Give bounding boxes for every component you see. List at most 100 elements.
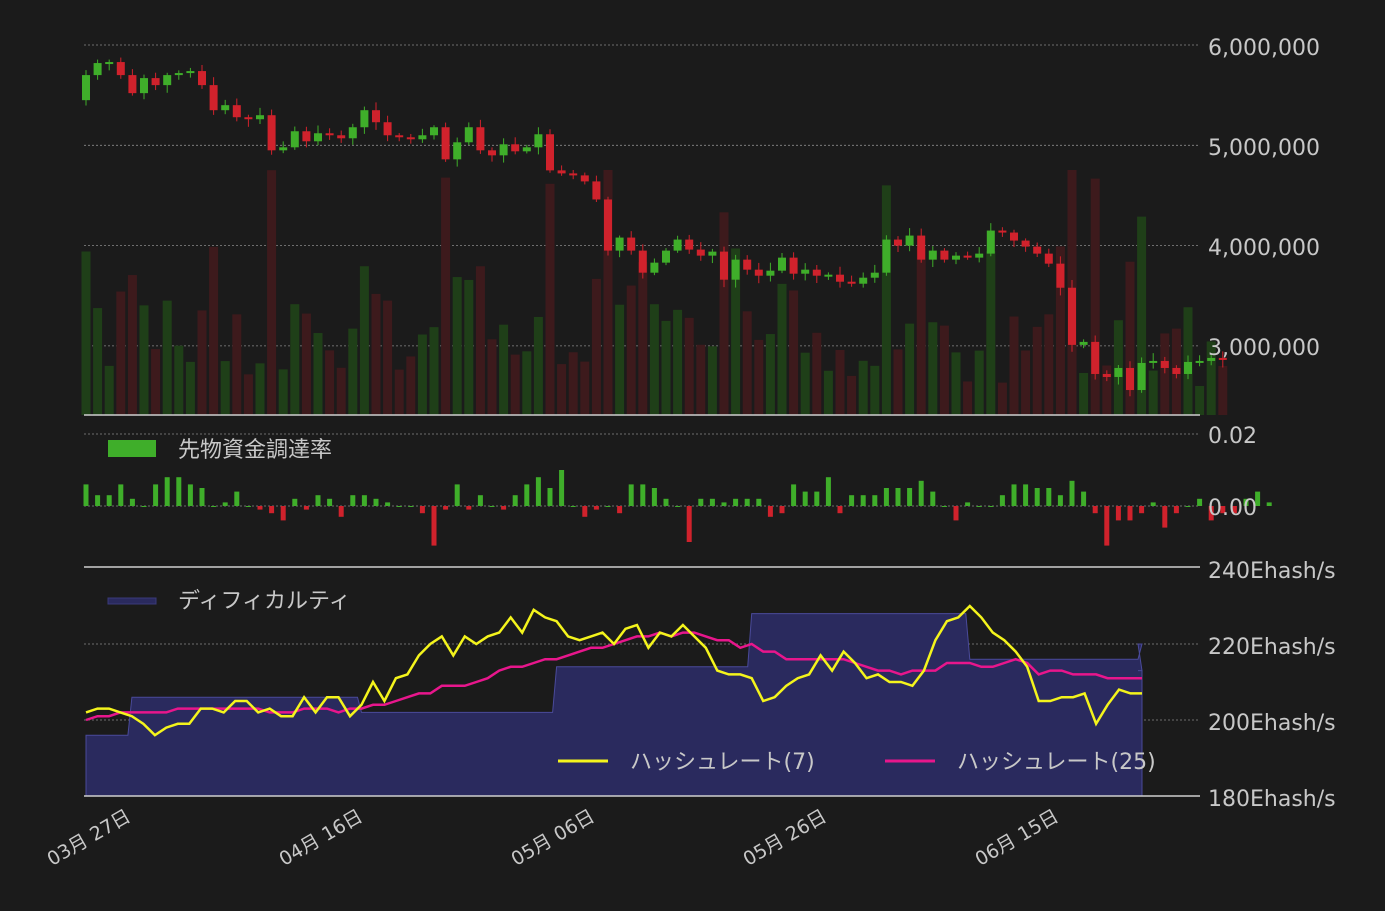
candle-body <box>917 235 926 260</box>
candle-body <box>604 199 612 251</box>
candle-body <box>1044 253 1053 264</box>
funding-bar <box>338 506 344 517</box>
volume-bar <box>232 314 242 415</box>
volume-bar <box>243 374 253 415</box>
funding-bar <box>1162 506 1168 528</box>
funding-bar <box>477 495 483 506</box>
funding-legend-swatch <box>108 440 156 457</box>
funding-bar <box>976 506 982 507</box>
candle-body <box>395 135 404 138</box>
volume-bar <box>1148 370 1158 415</box>
volume-bar <box>81 251 91 415</box>
funding-bar <box>501 506 507 510</box>
funding-bar <box>269 506 275 514</box>
candle-body <box>1160 360 1169 368</box>
candle-body <box>418 135 427 140</box>
funding-bar <box>1092 506 1098 514</box>
candle-body <box>824 274 833 277</box>
funding-bar <box>860 495 866 506</box>
candle-body <box>952 255 960 260</box>
volume-bar <box>429 327 439 415</box>
funding-bar <box>222 502 228 506</box>
volume-bar <box>93 308 103 415</box>
volume-bar <box>1032 326 1042 415</box>
price-y-tick-5m: 5,000,000 <box>1208 136 1320 161</box>
candle-body <box>337 135 346 139</box>
funding-bar <box>431 506 437 546</box>
hash-y-tick-240: 240Ehash/s <box>1208 559 1336 584</box>
volume-bar <box>452 277 462 415</box>
funding-bar <box>825 477 831 506</box>
volume-bar <box>1044 314 1054 415</box>
candle-body <box>430 127 438 136</box>
funding-bar <box>211 506 217 507</box>
candle-body <box>383 122 392 136</box>
funding-bar <box>930 491 936 506</box>
funding-bar <box>1255 491 1261 506</box>
volume-bar <box>1055 246 1065 415</box>
funding-bar <box>1185 506 1191 507</box>
funding-bar <box>245 506 251 507</box>
volume-bar <box>487 339 497 415</box>
volume-bar <box>591 278 601 415</box>
funding-bar <box>408 506 414 507</box>
volume-bar <box>951 352 961 415</box>
volume-bar <box>742 311 752 415</box>
volume-bar <box>638 262 648 415</box>
volume-bar <box>847 375 857 415</box>
funding-bar <box>883 488 889 506</box>
funding-bar <box>756 498 762 506</box>
volume-bar <box>568 352 578 415</box>
candle-body <box>232 105 241 118</box>
funding-bar <box>733 498 739 506</box>
volume-bar <box>267 170 277 415</box>
funding-bar <box>234 491 240 506</box>
volume-bar <box>997 382 1007 415</box>
funding-bar <box>582 506 588 517</box>
candle-body <box>546 134 554 171</box>
difficulty-legend-swatch <box>107 597 157 605</box>
volume-bar <box>371 293 381 415</box>
volume-bar <box>151 349 161 415</box>
candle-body <box>1056 263 1065 288</box>
funding-bar <box>744 498 750 506</box>
volume-bar <box>359 266 369 415</box>
candle-body <box>116 62 125 76</box>
candle-body <box>1172 367 1181 374</box>
funding-bar <box>1150 502 1156 506</box>
volume-bar <box>916 247 926 415</box>
volume-bar <box>696 344 706 415</box>
volume-bar <box>394 369 404 415</box>
candle-body <box>534 134 543 148</box>
difficulty-legend-label: ディフィカルティ <box>178 589 351 614</box>
funding-bar <box>628 484 634 506</box>
candle-body <box>1149 360 1158 363</box>
funding-bar <box>524 484 530 506</box>
candle-body <box>198 71 206 86</box>
funding-bar <box>849 495 855 506</box>
candle-body <box>511 144 520 152</box>
volume-bar <box>986 251 996 415</box>
funding-bar <box>396 506 402 507</box>
volume-bar <box>255 363 265 415</box>
price-y-tick-3m: 3,000,000 <box>1208 336 1320 361</box>
volume-bar <box>731 248 741 415</box>
volume-bar <box>1206 341 1216 415</box>
difficulty-area <box>85 613 1143 797</box>
funding-bar <box>1104 506 1110 546</box>
funding-bar <box>199 488 205 506</box>
volume-bar <box>719 212 729 415</box>
candle-body <box>1010 232 1018 241</box>
volume-bar <box>557 364 567 415</box>
funding-bar <box>373 498 379 506</box>
volume-bar <box>707 346 717 415</box>
candle-body <box>627 237 636 251</box>
hashrate-panel: ディフィカルティ ハッシュレート(7) ハッシュレート(25) 240Ehash… <box>84 559 1336 812</box>
candle-body <box>476 127 485 151</box>
candle-body <box>453 142 462 160</box>
volume-bar <box>1137 216 1147 415</box>
funding-bar <box>1231 506 1237 514</box>
candle-body <box>1184 361 1192 374</box>
funding-bar <box>106 495 112 506</box>
